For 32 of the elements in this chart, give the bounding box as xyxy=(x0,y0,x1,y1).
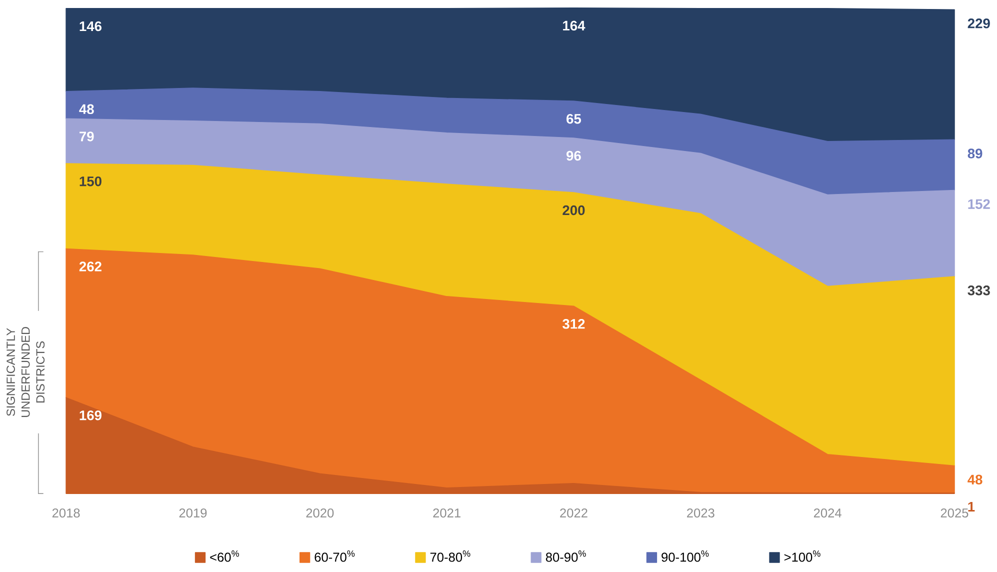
x-tick-label: 2023 xyxy=(687,508,714,518)
data-label: 146 xyxy=(80,21,102,31)
data-label: 164 xyxy=(563,20,586,30)
legend-label: 70-80$^{%}$ xyxy=(430,550,470,562)
x-tick-label: 2019 xyxy=(179,508,207,518)
legend-label: 90-100$^{%}$ xyxy=(662,550,709,562)
legend-label: 60-70$^{%}$ xyxy=(314,550,355,562)
data-label: 89 xyxy=(968,148,982,158)
data-label: 1 xyxy=(968,502,975,512)
x-tick-label: 2021 xyxy=(433,508,460,518)
data-label: 169 xyxy=(80,410,102,420)
x-tick-label: 2018 xyxy=(52,508,80,518)
data-label: 79 xyxy=(80,131,94,142)
data-label: 262 xyxy=(79,261,102,272)
data-label: 150 xyxy=(80,176,102,186)
data-label: 65 xyxy=(566,114,582,124)
data-label: 96 xyxy=(566,150,581,160)
data-label: 333 xyxy=(968,285,990,296)
data-label: 48 xyxy=(968,474,982,484)
legend-label: >100$^{%}$ xyxy=(784,550,820,562)
data-label: 152 xyxy=(968,198,990,209)
text: SIGNIFICANTLY UNDERFUNDED DISTRICTS xyxy=(6,326,45,417)
x-tick-label: 2025 xyxy=(940,508,968,518)
x-tick-label: 2020 xyxy=(306,508,334,518)
data-label: 200 xyxy=(562,205,585,215)
data-label: 312 xyxy=(562,318,585,329)
legend-label: <60$^{%}$ xyxy=(210,550,239,562)
x-tick-label: 2022 xyxy=(560,508,588,518)
data-label: 48 xyxy=(79,104,94,114)
legend-label: 80-90$^{%}$ xyxy=(546,550,586,562)
data-label: 229 xyxy=(968,18,990,28)
x-tick-label: 2024 xyxy=(814,508,842,518)
